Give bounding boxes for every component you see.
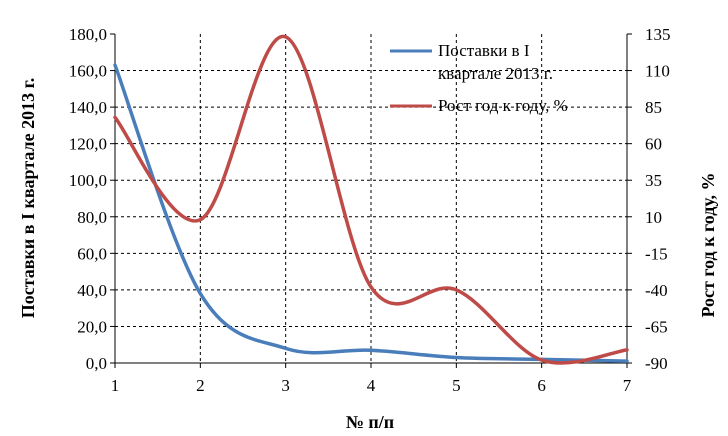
y2-tick-label: -15 (645, 244, 668, 263)
y2-tick-label: 10 (645, 208, 662, 227)
x-tick-label: 3 (281, 376, 290, 395)
y-tick-label: 20,0 (77, 317, 107, 336)
y2-tick-label: -90 (645, 354, 668, 373)
x-tick-label: 2 (196, 376, 205, 395)
y-tick-label: 160,0 (69, 62, 107, 81)
x-tick-label: 1 (111, 376, 120, 395)
y2-tick-label: 135 (645, 25, 671, 44)
y2-axis-title: Рост год к году, % (698, 172, 718, 317)
legend-label-supplies-line1: Поставки в I (438, 41, 530, 60)
legend: Поставки в I квартале 2013 г. Рост год к… (390, 41, 568, 115)
y-tick-label: 40,0 (77, 281, 107, 300)
y-tick-label: 80,0 (77, 208, 107, 227)
y-tick-label: 0,0 (86, 354, 107, 373)
x-tick-label: 5 (452, 376, 461, 395)
grid-lines (115, 34, 627, 363)
legend-label-growth: Рост год к году, % (438, 96, 568, 115)
x-axis-title: № п/п (346, 412, 394, 432)
legend-label-supplies-line2: квартале 2013 г. (438, 64, 553, 83)
y-axis-title: Поставки в I квартале 2013 г. (18, 78, 38, 319)
legend-label-supplies: Поставки в I квартале 2013 г. (438, 41, 553, 83)
x-tick-label: 4 (367, 376, 376, 395)
y-tick-label: 60,0 (77, 244, 107, 263)
y2-tick-label: 85 (645, 98, 662, 117)
y2-axis-ticks: -90 -65 -40 -15 10 35 60 85 110 135 (627, 25, 671, 373)
y2-tick-label: -65 (645, 317, 668, 336)
y-tick-label: 120,0 (69, 135, 107, 154)
series-lines (113, 35, 629, 365)
series-line-growth (113, 35, 629, 365)
y2-tick-label: 60 (645, 135, 662, 154)
x-axis-ticks: 1 2 3 4 5 6 7 (111, 363, 632, 395)
y-axis-ticks: 0,0 20,0 40,0 60,0 80,0 100,0 120,0 140,0 160,0 1… (69, 25, 115, 373)
x-tick-label: 7 (623, 376, 632, 395)
y-tick-label: 100,0 (69, 171, 107, 190)
y2-tick-label: 35 (645, 171, 662, 190)
y-tick-label: 180,0 (69, 25, 107, 44)
y2-tick-label: 110 (645, 62, 670, 81)
x-tick-label: 6 (537, 376, 546, 395)
y2-tick-label: -40 (645, 281, 668, 300)
y-tick-label: 140,0 (69, 98, 107, 117)
